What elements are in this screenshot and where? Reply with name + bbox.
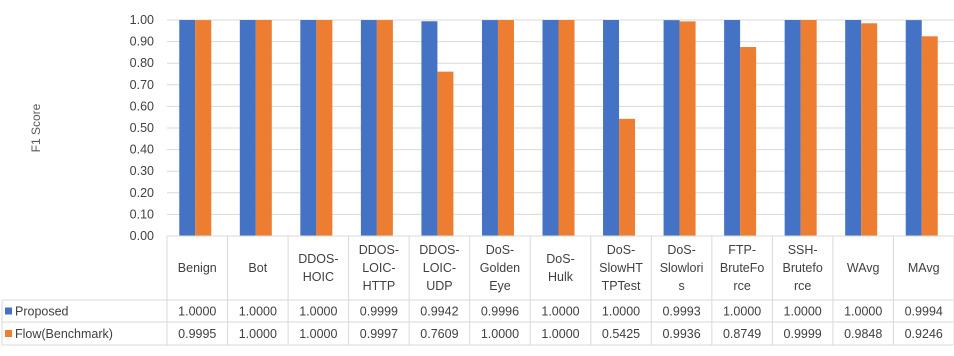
table-value: 1.0000 <box>844 305 882 319</box>
category-label: SSH-Brutefo rce <box>782 243 822 293</box>
bar-benchmark <box>497 20 514 236</box>
bar-benchmark <box>619 118 636 236</box>
table-value: 1.0000 <box>239 305 277 319</box>
y-axis-title: F1 Score <box>29 103 43 152</box>
legend-label-proposed: Proposed <box>15 305 69 319</box>
bar-benchmark <box>255 20 272 236</box>
table-value: 1.0000 <box>299 305 337 319</box>
legend-swatch-proposed <box>5 307 12 315</box>
legend-swatch-benchmark <box>5 330 12 337</box>
bar-benchmark <box>740 47 757 236</box>
bar-proposed <box>663 20 680 236</box>
table-value: 1.0000 <box>481 327 519 341</box>
category-label: DoS-SlowHT TPTest <box>599 243 643 293</box>
bar-proposed <box>239 20 256 236</box>
bar-proposed <box>179 20 196 236</box>
table-value: 1.0000 <box>299 327 337 341</box>
category-label: WAvg <box>847 261 880 275</box>
table-value: 0.9995 <box>178 327 216 341</box>
table-value: 1.0000 <box>602 305 640 319</box>
table-value: 0.9993 <box>662 305 700 319</box>
category-label: DoS-Hulk <box>546 252 574 284</box>
table-value: 1.0000 <box>178 305 216 319</box>
category-label: FTP-BruteFo rce <box>720 243 765 293</box>
bar-benchmark <box>800 20 817 236</box>
bar-proposed <box>905 20 922 236</box>
bar-proposed <box>481 20 498 237</box>
bar-benchmark <box>921 36 938 236</box>
table-value: 0.9999 <box>360 305 398 319</box>
table-value: 0.9999 <box>784 327 822 341</box>
bar-proposed <box>360 20 377 236</box>
legend-label-benchmark: Flow(Benchmark) <box>15 327 113 341</box>
table-value: 1.0000 <box>239 327 277 341</box>
category-label: DoS-Slowlori s <box>660 243 704 293</box>
table-value: 0.8749 <box>723 327 761 341</box>
y-tick-label: 0.70 <box>130 78 154 92</box>
bar-benchmark <box>558 20 575 236</box>
table-value: 0.9997 <box>360 327 398 341</box>
category-label: MAvg <box>908 261 940 275</box>
y-tick-label: 0.20 <box>130 186 154 200</box>
table-value: 0.9246 <box>905 327 943 341</box>
table-value: 0.9936 <box>662 327 700 341</box>
table-value: 0.7609 <box>420 327 458 341</box>
category-label: DDOS-LOIC-HTTP <box>359 243 399 293</box>
y-tick-label: 0.10 <box>130 207 154 221</box>
y-tick-label: 0.90 <box>130 35 154 49</box>
bar-benchmark <box>679 21 696 236</box>
y-tick-label: 0.30 <box>130 164 154 178</box>
bar-proposed <box>542 20 559 236</box>
y-tick-label: 1.00 <box>130 13 154 27</box>
bar-benchmark <box>437 71 454 236</box>
category-label: DDOS-LOIC-UDP <box>419 243 459 293</box>
table-value: 1.0000 <box>541 327 579 341</box>
y-tick-label: 0.00 <box>130 229 154 243</box>
bar-proposed <box>784 20 801 236</box>
y-tick-label: 0.50 <box>130 121 154 135</box>
y-tick-label: 0.60 <box>130 99 154 113</box>
table-value: 1.0000 <box>723 305 761 319</box>
table-value: 0.9996 <box>481 305 519 319</box>
y-tick-label: 0.80 <box>130 56 154 70</box>
table-value: 0.9942 <box>420 305 458 319</box>
table-value: 1.0000 <box>541 305 579 319</box>
bar-proposed <box>845 20 862 236</box>
bar-proposed <box>300 20 317 236</box>
category-label: Bot <box>248 261 267 275</box>
bar-benchmark <box>316 20 333 236</box>
bar-benchmark <box>861 23 878 236</box>
category-label: DoS-Golden Eye <box>480 243 520 293</box>
bar-benchmark <box>195 20 212 236</box>
y-tick-label: 0.40 <box>130 143 154 157</box>
bar-proposed <box>421 21 438 236</box>
table-value: 0.9848 <box>844 327 882 341</box>
category-label: Benign <box>178 261 217 275</box>
table-value: 0.5425 <box>602 327 640 341</box>
bar-benchmark <box>376 20 393 236</box>
bar-proposed <box>603 20 620 236</box>
table-value: 0.9994 <box>905 305 943 319</box>
bar-proposed <box>724 20 741 236</box>
category-label: DDOS-HOIC <box>298 252 338 284</box>
table-value: 1.0000 <box>784 305 822 319</box>
